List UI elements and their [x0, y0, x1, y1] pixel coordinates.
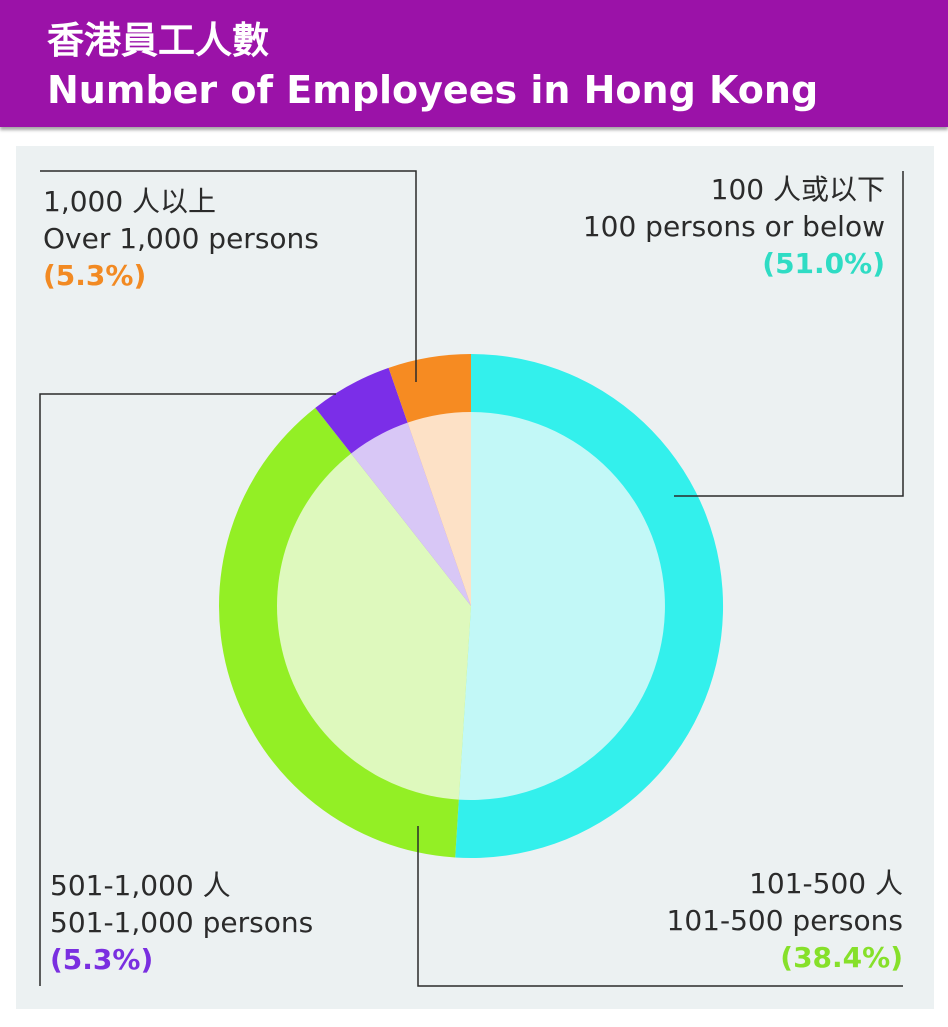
label-100-or-below-en: 100 persons or below [582, 210, 885, 243]
percent-101-500: (38.4%) [780, 941, 903, 974]
legend-label-over-1000: 1,000 人以上 Over 1,000 persons (5.3%) [43, 183, 319, 294]
legend-label-101-500: 101-500 人 101-500 persons (38.4%) [667, 865, 903, 976]
percent-501-1000: (5.3%) [50, 943, 154, 976]
pie-slice-inner-over-1000 [407, 412, 471, 606]
leader-line-100-or-below [674, 171, 904, 497]
pie-slice-inner-100-or-below [458, 412, 665, 800]
label-501-1000-zh: 501-1,000 人 [50, 869, 231, 902]
label-101-500-zh: 101-500 人 [749, 867, 903, 900]
leader-line-101-500 [417, 826, 903, 987]
label-101-500-en: 101-500 persons [666, 904, 903, 937]
page-title-chinese: 香港員工人數 [47, 19, 269, 62]
leader-line-501-1000 [39, 393, 336, 986]
legend-label-100-or-below: 100 人或以下 100 persons or below (51.0%) [583, 171, 885, 282]
leader-line-over-1000 [40, 170, 417, 382]
label-501-1000-en: 501-1,000 persons [50, 906, 314, 939]
label-100-or-below-zh: 100 人或以下 [710, 173, 885, 206]
label-over-1000-zh: 1,000 人以上 [43, 185, 217, 218]
label-over-1000-en: Over 1,000 persons [43, 222, 319, 255]
pie-slice-inner-101-500 [277, 453, 471, 800]
page-title-english: Number of Employees in Hong Kong [47, 68, 819, 112]
percent-100-or-below: (51.0%) [762, 247, 885, 280]
header-banner: 香港員工人數 Number of Employees in Hong Kong [0, 0, 948, 127]
percent-over-1000: (5.3%) [43, 259, 147, 292]
legend-label-501-1000: 501-1,000 人 501-1,000 persons (5.3%) [50, 867, 313, 978]
pie-slice-inner-501-1000 [351, 422, 471, 606]
